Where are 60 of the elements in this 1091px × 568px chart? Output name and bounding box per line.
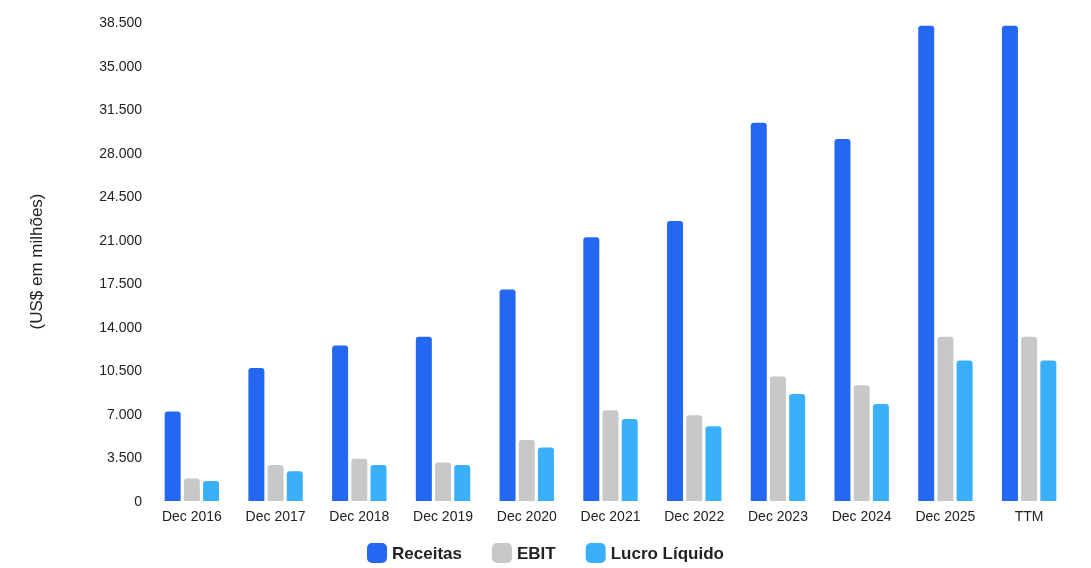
y-tick-label: 10.500 bbox=[99, 362, 143, 379]
bar bbox=[667, 221, 684, 501]
bar bbox=[686, 415, 703, 501]
bar bbox=[769, 376, 786, 501]
x-tick-label: TTM bbox=[1014, 508, 1044, 524]
bar bbox=[918, 25, 935, 501]
bar bbox=[1040, 360, 1057, 501]
bar bbox=[750, 122, 767, 501]
x-tick-label: Dec 2019 bbox=[413, 508, 474, 524]
y-tick-label: 31.500 bbox=[99, 101, 143, 118]
bar bbox=[621, 418, 638, 501]
bar bbox=[937, 336, 954, 501]
x-tick-label: Dec 2018 bbox=[329, 508, 390, 524]
y-tick-label: 14.000 bbox=[99, 318, 143, 335]
y-tick-label: 7.000 bbox=[106, 405, 143, 422]
bar bbox=[789, 394, 806, 501]
bar bbox=[834, 138, 851, 501]
x-tick-label: Dec 2017 bbox=[245, 508, 306, 524]
y-tick-label: 38.500 bbox=[99, 14, 143, 30]
bar bbox=[705, 426, 722, 501]
x-tick-label: Dec 2024 bbox=[831, 508, 892, 524]
y-axis-title: (US$ em milhões) bbox=[27, 193, 46, 330]
bar bbox=[435, 462, 452, 501]
bar bbox=[267, 464, 284, 501]
bar bbox=[183, 478, 200, 501]
bar bbox=[415, 336, 432, 501]
y-tick-label: 17.500 bbox=[99, 275, 143, 292]
x-tick-label: Dec 2021 bbox=[580, 508, 641, 524]
x-tick-label: Dec 2022 bbox=[664, 508, 725, 524]
bar bbox=[518, 440, 535, 501]
y-tick-label: 35.000 bbox=[99, 57, 143, 74]
bar bbox=[1001, 25, 1018, 501]
x-tick-label: Dec 2025 bbox=[915, 508, 976, 524]
x-tick-label: Dec 2016 bbox=[161, 508, 223, 524]
bar bbox=[602, 410, 619, 501]
legend-label: Lucro Líquido bbox=[610, 543, 724, 563]
bar bbox=[454, 464, 471, 501]
bar bbox=[853, 385, 870, 501]
legend-label: EBIT bbox=[516, 543, 557, 563]
bar bbox=[370, 464, 387, 501]
bar bbox=[499, 289, 516, 501]
bar bbox=[956, 360, 973, 501]
bar bbox=[351, 458, 368, 501]
bar bbox=[583, 237, 600, 501]
y-tick-label: 3.500 bbox=[106, 449, 143, 466]
bar bbox=[286, 471, 303, 501]
y-tick-label: 0 bbox=[134, 493, 143, 509]
bar bbox=[332, 345, 349, 501]
bar bbox=[872, 403, 889, 501]
bar bbox=[203, 481, 220, 501]
bar bbox=[537, 447, 554, 501]
y-tick-label: 28.000 bbox=[99, 144, 143, 161]
legend-label: Receitas bbox=[392, 543, 462, 563]
bar bbox=[164, 411, 181, 501]
bar bbox=[248, 367, 265, 501]
x-tick-label: Dec 2020 bbox=[496, 508, 557, 524]
y-tick-label: 21.000 bbox=[99, 231, 143, 248]
y-tick-label: 24.500 bbox=[99, 188, 143, 205]
bar bbox=[1021, 336, 1038, 501]
x-tick-label: Dec 2023 bbox=[747, 508, 809, 524]
